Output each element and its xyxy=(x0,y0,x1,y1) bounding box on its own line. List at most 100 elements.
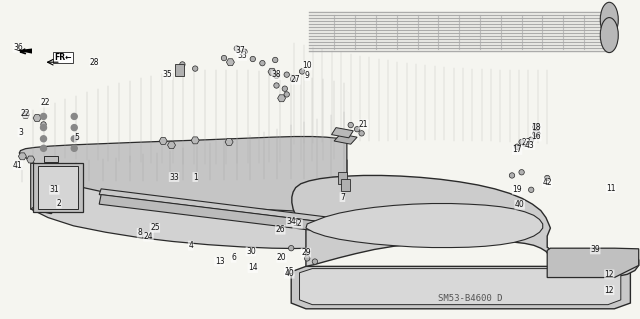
Polygon shape xyxy=(31,154,347,249)
Text: 40: 40 xyxy=(284,269,294,278)
Polygon shape xyxy=(44,156,58,162)
Text: 33: 33 xyxy=(169,173,179,182)
Polygon shape xyxy=(22,111,29,118)
Text: 6: 6 xyxy=(231,253,236,262)
Circle shape xyxy=(180,62,185,67)
Text: 27: 27 xyxy=(291,75,301,84)
Ellipse shape xyxy=(600,2,618,37)
Polygon shape xyxy=(19,153,26,160)
Circle shape xyxy=(71,145,77,151)
Circle shape xyxy=(260,61,265,66)
Text: SM53-B4600 D: SM53-B4600 D xyxy=(438,294,503,303)
Circle shape xyxy=(545,175,550,181)
Polygon shape xyxy=(278,95,285,102)
Polygon shape xyxy=(38,166,78,209)
Text: 40: 40 xyxy=(515,200,525,209)
Text: 24: 24 xyxy=(143,232,154,241)
Text: 31: 31 xyxy=(49,185,60,194)
Text: 20: 20 xyxy=(276,253,287,262)
Polygon shape xyxy=(291,266,630,309)
Text: 17: 17 xyxy=(512,145,522,154)
Circle shape xyxy=(519,139,524,145)
Text: 19: 19 xyxy=(512,185,522,194)
FancyBboxPatch shape xyxy=(341,179,350,191)
Circle shape xyxy=(289,246,294,251)
Circle shape xyxy=(529,187,534,192)
Text: 32: 32 xyxy=(292,219,303,228)
Circle shape xyxy=(273,57,278,63)
Text: 26: 26 xyxy=(275,225,285,234)
Text: 28: 28 xyxy=(90,58,99,67)
Circle shape xyxy=(40,125,47,130)
Text: 36: 36 xyxy=(13,43,23,52)
Polygon shape xyxy=(33,115,41,122)
Circle shape xyxy=(291,77,296,82)
Circle shape xyxy=(234,46,239,51)
FancyBboxPatch shape xyxy=(175,64,184,76)
Text: 12: 12 xyxy=(605,270,614,279)
Text: 22: 22 xyxy=(40,98,49,107)
Circle shape xyxy=(300,69,305,74)
Polygon shape xyxy=(532,130,540,137)
Circle shape xyxy=(221,56,227,61)
Polygon shape xyxy=(334,134,357,144)
Polygon shape xyxy=(300,269,621,305)
Circle shape xyxy=(509,173,515,178)
Polygon shape xyxy=(19,137,347,212)
Text: 21: 21 xyxy=(359,120,368,129)
Text: 3: 3 xyxy=(18,128,23,137)
Polygon shape xyxy=(227,59,234,66)
Text: 4: 4 xyxy=(188,241,193,250)
Polygon shape xyxy=(159,137,167,145)
Polygon shape xyxy=(31,203,59,214)
Text: 34: 34 xyxy=(286,217,296,226)
Circle shape xyxy=(71,114,77,119)
Circle shape xyxy=(359,131,364,136)
Text: 42: 42 xyxy=(542,178,552,187)
Text: 41: 41 xyxy=(13,161,23,170)
Polygon shape xyxy=(306,204,543,248)
Text: 8: 8 xyxy=(137,228,142,237)
Text: FR←: FR← xyxy=(54,53,72,62)
Circle shape xyxy=(515,144,520,149)
Circle shape xyxy=(284,72,289,77)
Circle shape xyxy=(41,122,46,127)
Polygon shape xyxy=(532,123,540,130)
Circle shape xyxy=(242,49,247,54)
Text: 1: 1 xyxy=(193,173,198,182)
Text: 5: 5 xyxy=(74,133,79,142)
Circle shape xyxy=(274,73,279,78)
Circle shape xyxy=(40,114,47,119)
Circle shape xyxy=(274,83,279,88)
Polygon shape xyxy=(33,163,83,212)
Text: 16: 16 xyxy=(531,132,541,141)
Text: 18: 18 xyxy=(532,123,541,132)
Text: 2: 2 xyxy=(56,199,61,208)
Polygon shape xyxy=(332,128,353,138)
Text: 14: 14 xyxy=(248,263,258,272)
Circle shape xyxy=(519,170,524,175)
Polygon shape xyxy=(99,189,347,225)
Polygon shape xyxy=(292,175,639,277)
Polygon shape xyxy=(16,48,32,54)
Circle shape xyxy=(522,141,527,146)
Text: 38: 38 xyxy=(271,70,282,79)
Circle shape xyxy=(355,127,360,132)
Text: 22: 22 xyxy=(21,109,30,118)
Circle shape xyxy=(312,259,317,264)
Text: 9: 9 xyxy=(305,71,310,80)
Circle shape xyxy=(284,92,289,97)
FancyArrowPatch shape xyxy=(20,49,29,54)
Circle shape xyxy=(71,125,77,130)
Text: 11: 11 xyxy=(607,184,616,193)
Text: 12: 12 xyxy=(605,286,614,295)
Circle shape xyxy=(289,270,294,275)
Polygon shape xyxy=(225,138,233,145)
Text: 25: 25 xyxy=(150,223,160,232)
Text: 37: 37 xyxy=(235,46,245,55)
Circle shape xyxy=(193,66,198,71)
Circle shape xyxy=(529,137,534,142)
Text: 7: 7 xyxy=(340,193,345,202)
Text: 33: 33 xyxy=(237,51,247,60)
Ellipse shape xyxy=(600,18,618,53)
